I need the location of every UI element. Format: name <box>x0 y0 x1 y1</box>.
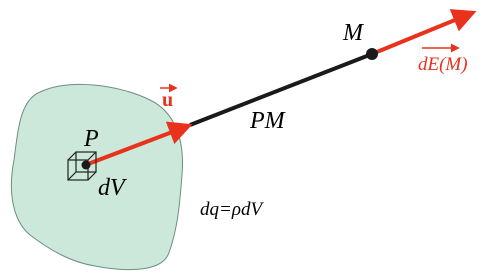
label-pm: PM <box>249 108 287 134</box>
label-u: u <box>162 89 173 111</box>
label-volume: dV <box>98 175 127 201</box>
point-p <box>82 161 91 170</box>
label-p: P <box>83 126 99 152</box>
label-field: dE(M) <box>418 54 468 75</box>
point-m <box>366 48 378 60</box>
label-charge: dq=ρdV <box>200 199 264 220</box>
charge-region <box>11 84 182 269</box>
diagram: P M PM u dE(M) dV dq=ρdV <box>0 0 482 278</box>
label-m: M <box>342 20 365 46</box>
